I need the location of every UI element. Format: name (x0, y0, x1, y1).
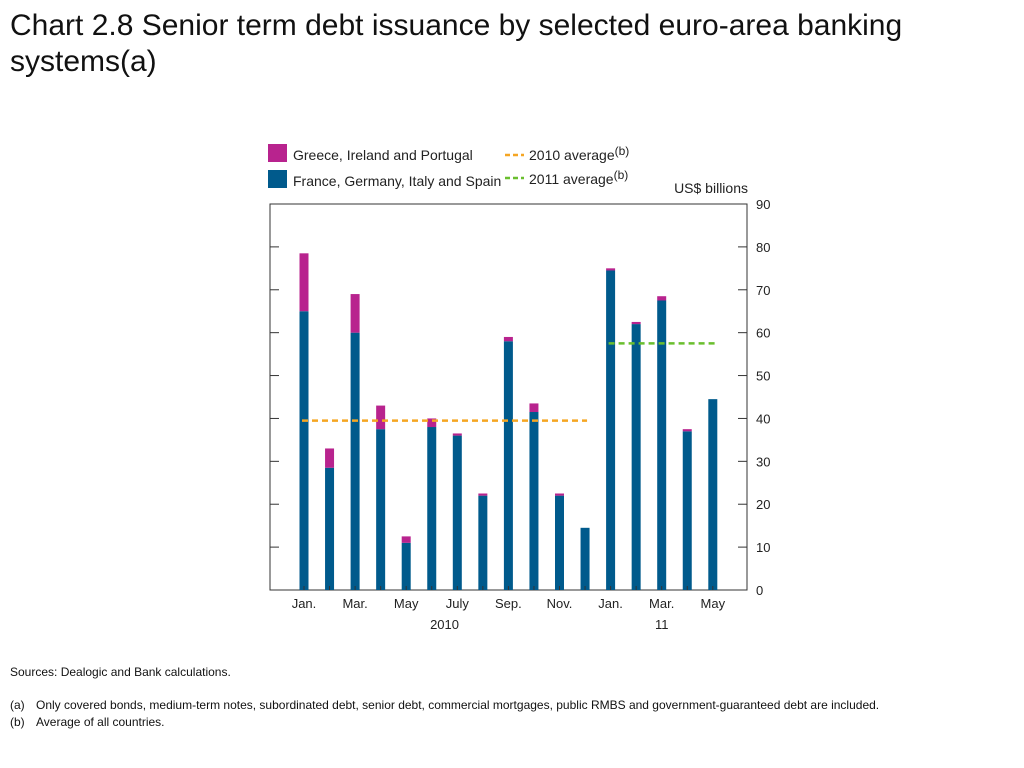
y-tick-label: 90 (756, 197, 770, 212)
bar-france-germany-italy-and-spain (631, 324, 641, 590)
x-tick-label: Jan. (598, 596, 623, 611)
legend-label-greece-ireland-portugal: Greece, Ireland and Portugal (293, 147, 473, 163)
y-tick-label: 50 (756, 369, 770, 384)
legend-swatch-france-germany-italy-spain (268, 170, 287, 188)
y-tick-label: 80 (756, 240, 770, 255)
bar-greece-ireland-and-portugal (555, 493, 564, 496)
bar-france-germany-italy-and-spain (325, 467, 335, 590)
bar-france-germany-italy-and-spain (503, 341, 513, 590)
bar-greece-ireland-and-portugal (452, 433, 462, 436)
bar-greece-ireland-and-portugal (657, 296, 667, 301)
bar-greece-ireland-and-portugal (401, 536, 411, 543)
chart: Greece, Ireland and Portugal France, Ger… (268, 144, 770, 632)
bar-greece-ireland-and-portugal (529, 403, 539, 413)
x-tick-label: Mar. (342, 596, 367, 611)
y-tick-label: 10 (756, 540, 770, 555)
y-tick-label: 60 (756, 326, 770, 341)
bar-france-germany-italy-and-spain (555, 495, 564, 590)
bar-france-germany-italy-and-spain (376, 429, 386, 590)
bar-greece-ireland-and-portugal (606, 268, 616, 271)
bar-greece-ireland-and-portugal (299, 253, 309, 312)
sources-note: Sources: Dealogic and Bank calculations. (10, 665, 231, 679)
bar-greece-ireland-and-portugal (503, 336, 513, 342)
bar-france-germany-italy-and-spain (580, 527, 590, 590)
bar-france-germany-italy-and-spain (529, 412, 539, 590)
bar-greece-ireland-and-portugal (376, 405, 386, 430)
y-axis-unit-label: US$ billions (674, 180, 748, 196)
bar-greece-ireland-and-portugal (325, 448, 335, 468)
x-axis: Jan. Mar. May July Sep. Nov. Jan. Mar. May 2010 11 (292, 586, 726, 632)
bar-greece-ireland-and-portugal (631, 321, 641, 325)
legend: Greece, Ireland and Portugal France, Ger… (268, 144, 629, 189)
x-tick-label: July (446, 596, 470, 611)
y-tick-label: 30 (756, 454, 770, 469)
bar-france-germany-italy-and-spain (350, 332, 360, 590)
footnote-b-text: Average of all countries. (36, 715, 165, 729)
bars (299, 253, 718, 590)
x-tick-label: Mar. (649, 596, 674, 611)
y-tick-label: 40 (756, 411, 770, 426)
footnote-b-marker: (b) (10, 715, 25, 729)
legend-label-2010-average: 2010 average(b) (529, 144, 629, 163)
legend-label-france-germany-italy-spain: France, Germany, Italy and Spain (293, 173, 501, 189)
y-tick-label: 0 (756, 583, 763, 598)
legend-swatch-greece-ireland-portugal (268, 144, 287, 162)
bar-greece-ireland-and-portugal (350, 294, 360, 333)
footnote-b: (b) Average of all countries. (10, 714, 1000, 731)
bar-greece-ireland-and-portugal (478, 493, 488, 496)
x-tick-label: Jan. (292, 596, 317, 611)
footnote-a: (a) Only covered bonds, medium-term note… (10, 697, 1000, 714)
chart-title: Chart 2.8 Senior term debt issuance by s… (10, 9, 903, 78)
y-tick-label: 70 (756, 283, 770, 298)
x-tick-label: Nov. (547, 596, 573, 611)
bar-france-germany-italy-and-spain (708, 399, 718, 590)
bar-france-germany-italy-and-spain (478, 495, 488, 590)
x-tick-label: May (701, 596, 726, 611)
notes: Sources: Dealogic and Bank calculations.… (10, 665, 1000, 731)
x-year-label: 11 (655, 617, 669, 632)
x-year-label: 2010 (430, 617, 459, 632)
average-lines (302, 342, 715, 422)
bar-france-germany-italy-and-spain (299, 311, 309, 590)
bar-france-germany-italy-and-spain (682, 431, 692, 590)
bar-france-germany-italy-and-spain (401, 542, 411, 590)
bar-greece-ireland-and-portugal (427, 418, 437, 428)
legend-label-2011-average: 2011 average(b) (529, 168, 628, 187)
y-tick-label: 20 (756, 497, 770, 512)
footnote-a-text: Only covered bonds, medium-term notes, s… (36, 698, 880, 712)
bar-greece-ireland-and-portugal (682, 429, 692, 432)
x-tick-label: Sep. (495, 596, 522, 611)
x-tick-label: May (394, 596, 419, 611)
bar-france-germany-italy-and-spain (657, 300, 667, 590)
y-axis: 0 10 20 30 40 50 60 70 80 90 (270, 197, 770, 598)
bar-france-germany-italy-and-spain (606, 270, 616, 590)
bar-france-germany-italy-and-spain (452, 435, 462, 590)
footnote-a-marker: (a) (10, 698, 25, 712)
bar-france-germany-italy-and-spain (427, 427, 437, 590)
